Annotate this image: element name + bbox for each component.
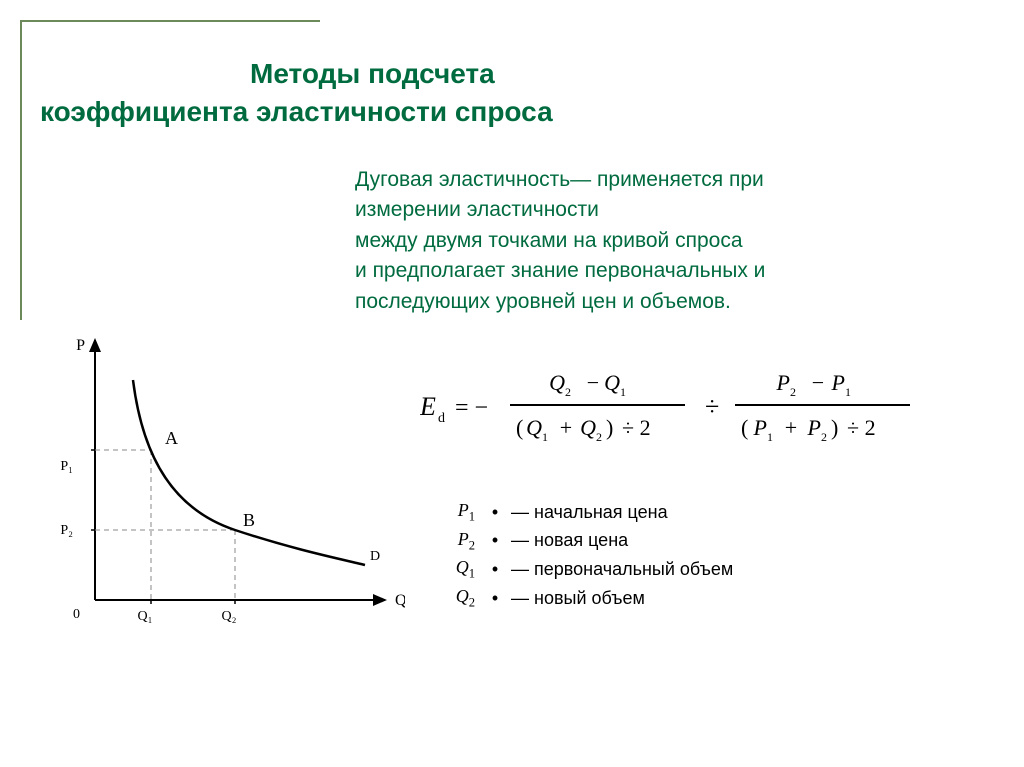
legend-sym-q1: Q1 (445, 557, 485, 582)
svg-text:): ) (831, 415, 838, 440)
svg-text:P₁: P₁ (60, 459, 73, 474)
body-paragraph: Дуговая эластичность— применяется при из… (355, 165, 984, 317)
svg-text:P: P (76, 337, 85, 354)
svg-text:P: P (807, 415, 821, 440)
body-l1: Дуговая эластичность— применяется при (355, 168, 764, 191)
legend-row-q1: Q1 • — первоначальный объем (445, 557, 733, 582)
legend-row-q2: Q2 • — новый объем (445, 586, 733, 611)
svg-text:Q₂: Q₂ (222, 609, 237, 624)
svg-text:1: 1 (620, 385, 626, 399)
body-l5: последующих уровней цен и объемов. (355, 290, 731, 313)
svg-text:Q: Q (549, 370, 565, 395)
svg-text:D: D (370, 549, 380, 564)
bullet-icon: • (485, 559, 505, 580)
legend-text-p1: — начальная цена (505, 502, 668, 523)
frame-top (20, 20, 320, 22)
svg-text:2: 2 (565, 385, 571, 399)
svg-text:2: 2 (790, 385, 796, 399)
legend-row-p1: P1 • — начальная цена (445, 500, 733, 525)
svg-text:2: 2 (821, 430, 827, 444)
bullet-icon: • (485, 530, 505, 551)
legend-sym-p1: P1 (445, 500, 485, 525)
svg-text:+: + (560, 415, 572, 440)
legend-sym-q2: Q2 (445, 586, 485, 611)
legend-sym-p2: P2 (445, 529, 485, 554)
svg-text:Q₁: Q₁ (138, 609, 153, 624)
svg-text:P: P (831, 370, 845, 395)
svg-text:÷ 2: ÷ 2 (847, 415, 876, 440)
svg-text:1: 1 (767, 430, 773, 444)
svg-text:(: ( (741, 415, 748, 440)
f-lhs: E (420, 392, 436, 421)
svg-text:0: 0 (73, 607, 80, 622)
legend-text-p2: — новая цена (505, 530, 628, 551)
title-line1: Методы подсчета (40, 55, 984, 93)
svg-text:P: P (753, 415, 767, 440)
f-eq: = − (455, 395, 488, 421)
f-divide: ÷ (705, 392, 719, 421)
svg-text:Q: Q (526, 415, 542, 440)
svg-text:−: − (587, 370, 599, 395)
body-l3: между двумя точками на кривой спроса (355, 229, 743, 252)
svg-text:(: ( (516, 415, 523, 440)
svg-text:A: A (165, 428, 178, 448)
svg-text:P: P (776, 370, 790, 395)
legend-block: P1 • — начальная цена P2 • — новая цена … (445, 500, 733, 614)
elasticity-formula: E d = − Q 2 − Q 1 ( Q 1 + Q 2 ) (420, 360, 980, 450)
svg-text:): ) (606, 415, 613, 440)
f-lhs-sub: d (438, 411, 445, 426)
slide-title: Методы подсчета коэффициента эластичност… (40, 55, 984, 131)
svg-text:B: B (243, 510, 255, 530)
title-line2: коэффициента эластичности спроса (40, 93, 984, 131)
legend-text-q1: — первоначальный объем (505, 559, 733, 580)
legend-text-q2: — новый объем (505, 588, 645, 609)
svg-text:Q: Q (395, 592, 405, 609)
svg-text:2: 2 (596, 430, 602, 444)
body-l2: измерении эластичности (355, 198, 599, 221)
svg-text:Q: Q (580, 415, 596, 440)
legend-row-p2: P2 • — новая цена (445, 529, 733, 554)
svg-text:÷ 2: ÷ 2 (622, 415, 651, 440)
svg-text:+: + (785, 415, 797, 440)
bullet-icon: • (485, 502, 505, 523)
bullet-icon: • (485, 588, 505, 609)
svg-text:−: − (812, 370, 824, 395)
svg-text:1: 1 (542, 430, 548, 444)
body-l4: и предполагает знание первоначальных и (355, 259, 765, 282)
frame-left (20, 20, 22, 320)
fraction-2: P 2 − P 1 ( P 1 + P 2 ) ÷ 2 (735, 370, 910, 444)
svg-text:1: 1 (845, 385, 851, 399)
demand-curve-chart: A B P Q 0 D P₁ P₂ Q₁ Q₂ (45, 320, 405, 645)
fraction-1: Q 2 − Q 1 ( Q 1 + Q 2 ) ÷ 2 (510, 370, 685, 444)
svg-text:Q: Q (604, 370, 620, 395)
svg-text:P₂: P₂ (60, 523, 73, 538)
